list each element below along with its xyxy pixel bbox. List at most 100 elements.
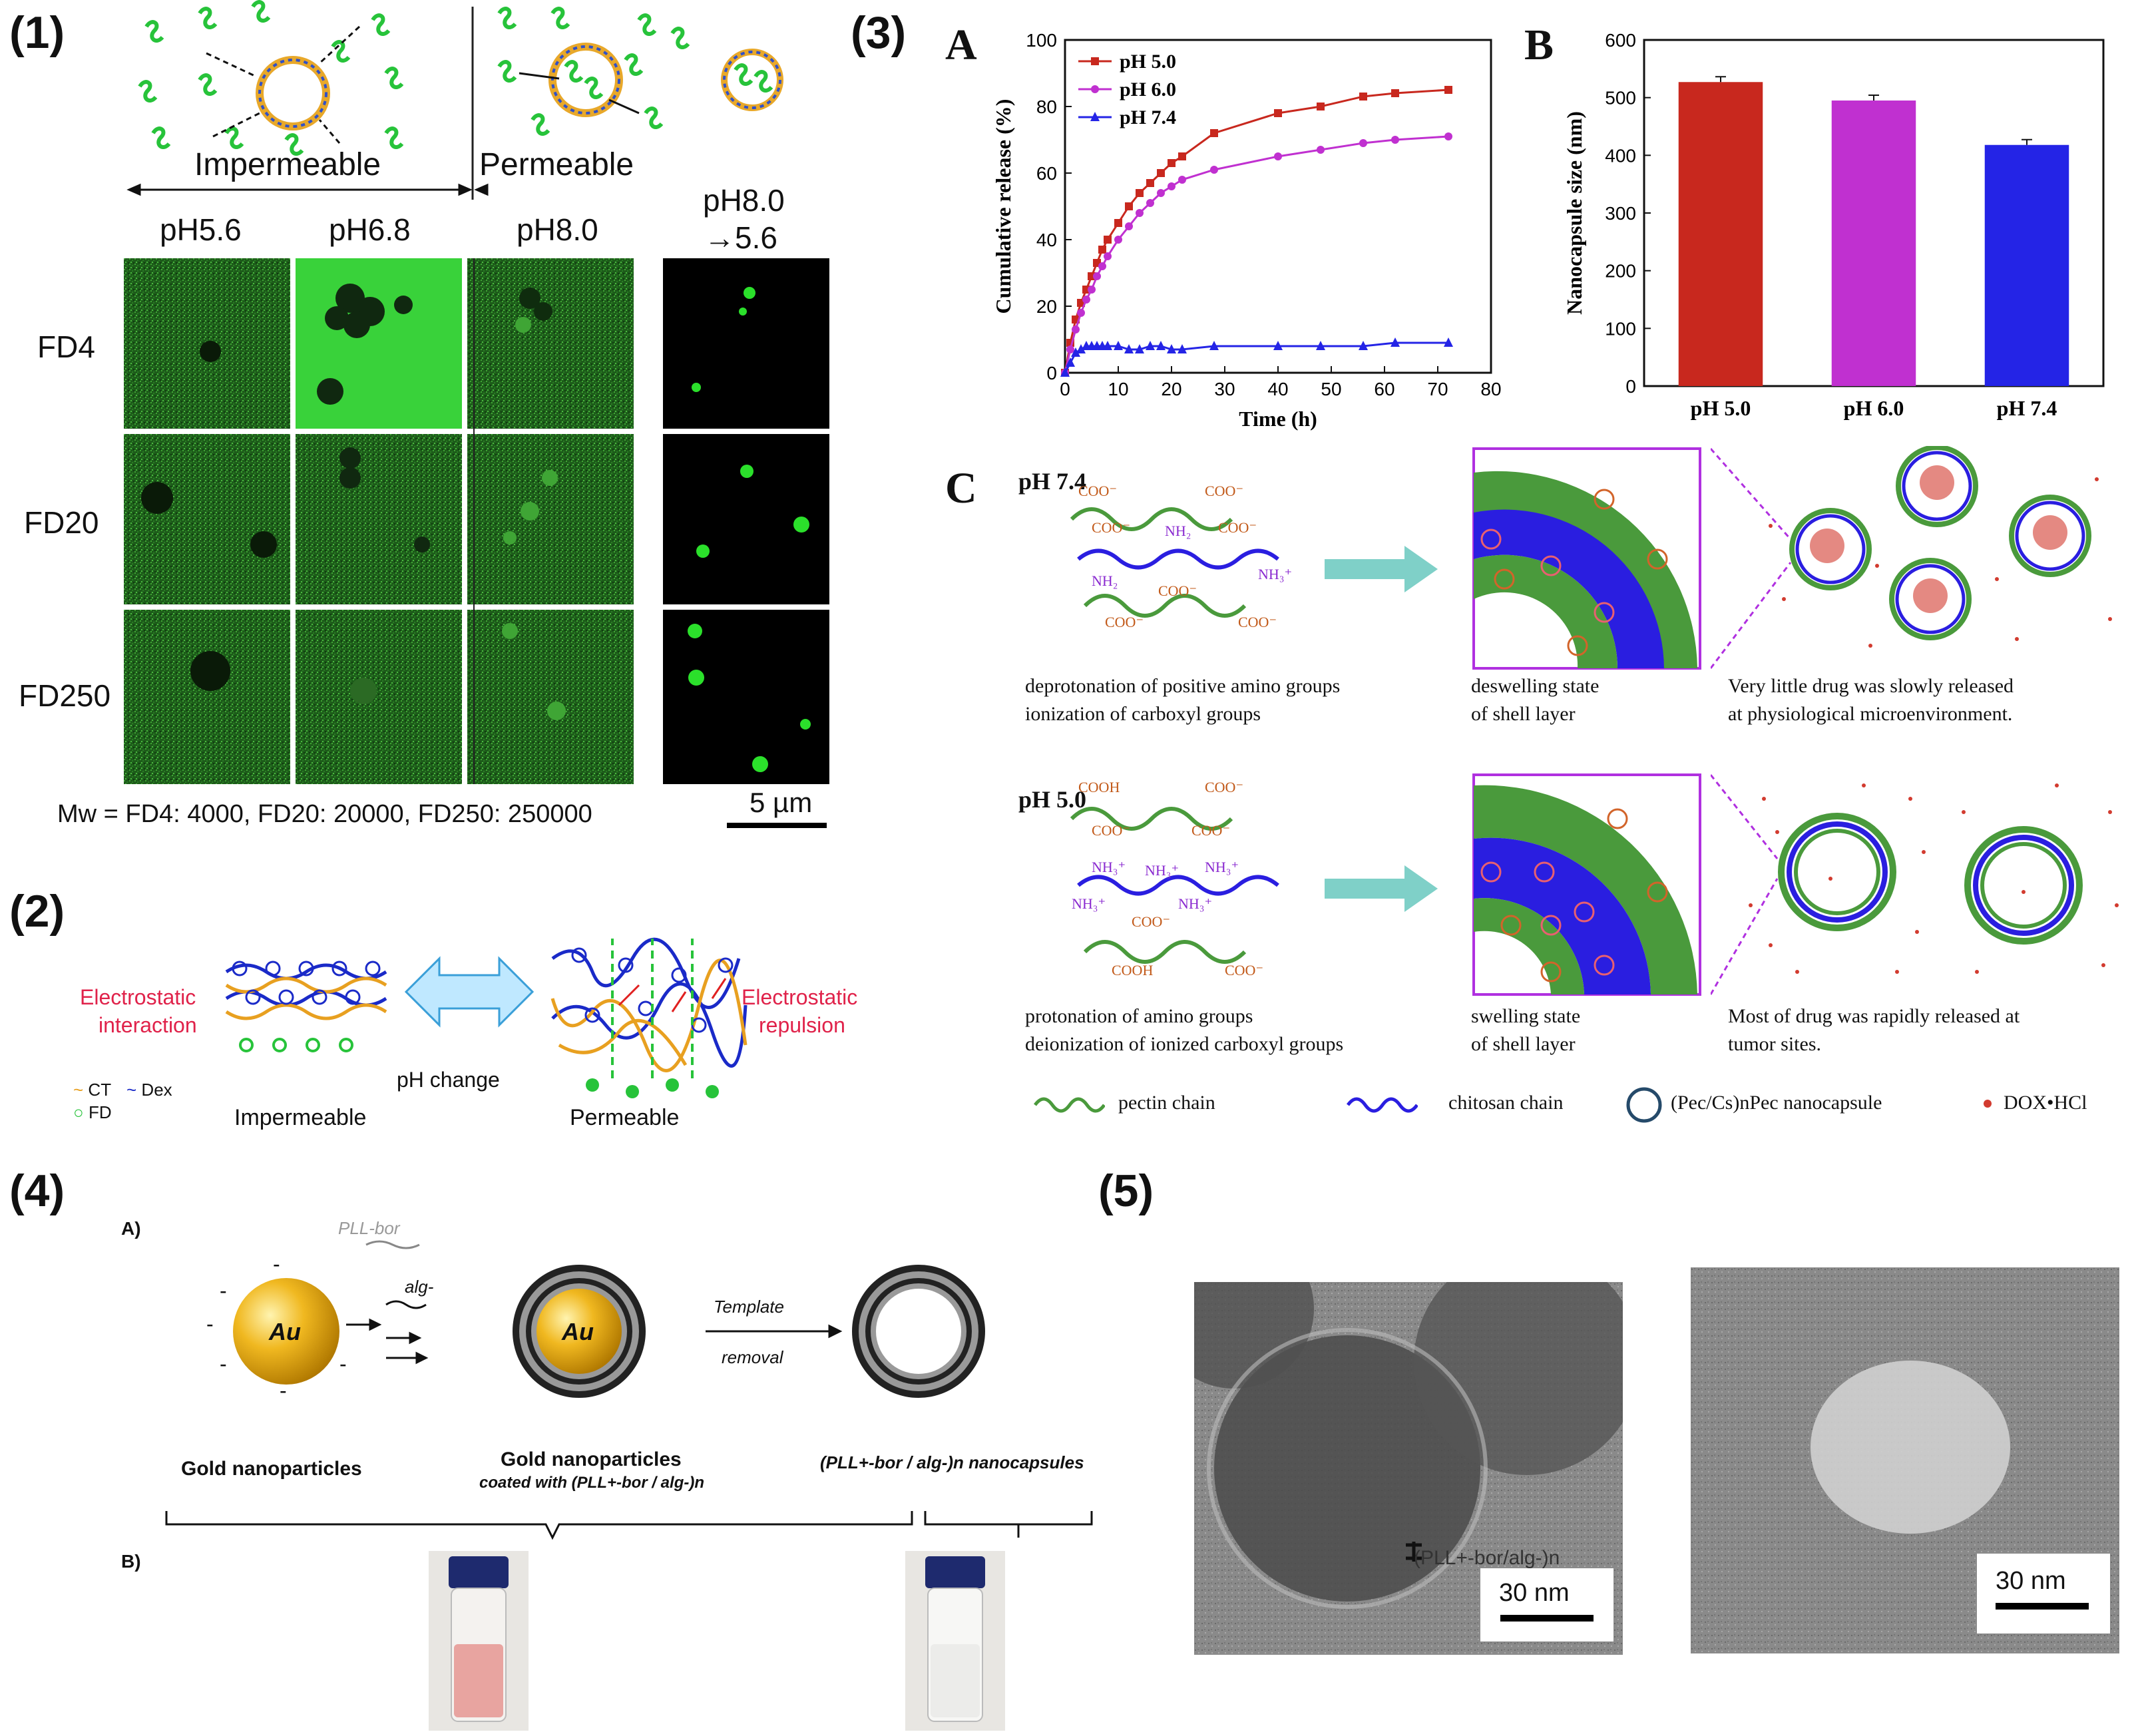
x-tick-label: 40 bbox=[1267, 379, 1288, 399]
data-point bbox=[1273, 341, 1283, 350]
x-tick-label: 0 bbox=[1060, 379, 1070, 399]
data-point bbox=[1316, 341, 1325, 350]
data-point bbox=[1082, 296, 1090, 304]
panel-c-label: C bbox=[945, 464, 977, 513]
data-point bbox=[1124, 344, 1134, 353]
scale-bar-1 bbox=[727, 823, 827, 828]
tem-image-2 bbox=[1691, 1267, 2119, 1653]
c-bot-capsules bbox=[1711, 774, 2119, 995]
coated-np bbox=[513, 1265, 646, 1398]
data-point bbox=[1210, 166, 1218, 174]
panel-1-schematic bbox=[126, 0, 783, 200]
vial-1 bbox=[429, 1551, 529, 1731]
legend-label: pH 7.4 bbox=[1120, 107, 1176, 128]
c-bot-ph: pH 5.0 bbox=[1018, 786, 1087, 813]
legend-capsule-icon bbox=[1626, 1087, 1662, 1123]
nanocapsule bbox=[852, 1265, 985, 1398]
y-tick-label: 200 bbox=[1605, 261, 1636, 282]
y-tick-label: 20 bbox=[1036, 296, 1057, 317]
svg-text:NH₂: NH₂ bbox=[1165, 523, 1191, 539]
c-top-chains: COO⁻ COO⁻ COO⁻ COO⁻ COO⁻ COO⁻ COO⁻ NH₂ NH₂ NH₃… bbox=[1070, 483, 1292, 630]
svg-text:COO⁻: COO⁻ bbox=[1205, 779, 1243, 795]
svg-text:-: - bbox=[206, 1312, 214, 1336]
data-point bbox=[1125, 222, 1133, 230]
electrostatic-repulsion-2: repulsion bbox=[759, 1013, 845, 1037]
data-point bbox=[1104, 252, 1112, 260]
data-point bbox=[1359, 139, 1367, 147]
data-point bbox=[1156, 341, 1166, 350]
row-label-fd20: FD20 bbox=[24, 505, 99, 540]
data-point bbox=[1177, 344, 1187, 353]
legend-drug-dot bbox=[1984, 1100, 1992, 1108]
data-point bbox=[1093, 272, 1101, 280]
svg-text:NH₂: NH₂ bbox=[1092, 572, 1118, 589]
data-point bbox=[1444, 132, 1452, 140]
svg-text:-: - bbox=[280, 1379, 287, 1398]
data-point bbox=[1066, 357, 1075, 367]
data-point bbox=[1317, 146, 1325, 154]
c-top-text1: deprotonation of positive amino groups io… bbox=[1025, 675, 1341, 725]
y-tick-label: 600 bbox=[1605, 30, 1636, 51]
template-label: Template bbox=[714, 1297, 784, 1317]
data-point bbox=[1071, 347, 1080, 357]
x-tick-label: 50 bbox=[1321, 379, 1341, 399]
legend-pectin: pectin chain bbox=[1118, 1092, 1215, 1114]
grid-col-2 bbox=[296, 258, 462, 784]
data-point bbox=[1317, 103, 1325, 110]
svg-text:-: - bbox=[220, 1279, 227, 1303]
svg-text:COO⁻: COO⁻ bbox=[1132, 913, 1170, 930]
scale-bar-label-1: 5 µm bbox=[749, 787, 813, 818]
legend-label: pH 5.0 bbox=[1120, 51, 1176, 73]
x-tick-label: pH 6.0 bbox=[1844, 396, 1904, 420]
p4-arrows bbox=[346, 1318, 429, 1365]
legend-dex: ~ Dex bbox=[126, 1080, 172, 1100]
c-top-text3: Very little drug was slowly released at p… bbox=[1728, 675, 2014, 725]
panel-1-label: (1) bbox=[9, 7, 65, 58]
legend-label: pH 6.0 bbox=[1120, 79, 1176, 101]
release-chart: 0 10 20 30 40 50 60 70 80 0 20 40 60 80 100 Time (h) Cum… bbox=[991, 30, 1502, 431]
data-point bbox=[1146, 199, 1154, 207]
tem-image-1 bbox=[1194, 1282, 1623, 1655]
p4-a-label: A) bbox=[121, 1218, 141, 1239]
data-point bbox=[1146, 341, 1155, 350]
svg-text:COO⁻: COO⁻ bbox=[1078, 483, 1117, 499]
electrostatic-interaction-2: interaction bbox=[99, 1013, 197, 1037]
data-point bbox=[1114, 219, 1122, 227]
legend-pectin-swatch bbox=[1033, 1097, 1105, 1113]
panel-4-label: (4) bbox=[9, 1166, 65, 1216]
data-point bbox=[1157, 189, 1165, 197]
svg-text:NH₃⁺: NH₃⁺ bbox=[1145, 862, 1179, 879]
ph-change-arrow bbox=[404, 956, 534, 1028]
svg-text:NH₃⁺: NH₃⁺ bbox=[1072, 895, 1106, 912]
c-bot-shell bbox=[1472, 773, 1701, 996]
row-label-fd4: FD4 bbox=[37, 329, 95, 364]
ph-5-6: pH5.6 bbox=[160, 212, 242, 247]
data-point bbox=[1114, 341, 1123, 350]
data-point bbox=[1274, 152, 1282, 160]
legend-marker bbox=[1091, 85, 1099, 93]
data-point bbox=[1391, 136, 1399, 144]
c-bot-text2: swelling state of shell layer bbox=[1471, 1005, 1581, 1055]
permeable-label: Permeable bbox=[479, 147, 634, 182]
panel-3-label: (3) bbox=[851, 7, 907, 58]
c-top-capsules bbox=[1711, 446, 2112, 669]
y-tick-label: 400 bbox=[1605, 145, 1636, 166]
data-point bbox=[1157, 169, 1165, 177]
svg-text:COOH: COOH bbox=[1078, 779, 1120, 795]
c-bot-arrow bbox=[1325, 865, 1438, 912]
data-point bbox=[1098, 246, 1106, 254]
scale-bar-label-3: 30 nm bbox=[1996, 1567, 2066, 1595]
bar bbox=[1984, 144, 2069, 386]
svg-text:COO⁻: COO⁻ bbox=[1225, 962, 1263, 978]
c-bot-text3: Most of drug was rapidly released at tumo… bbox=[1728, 1005, 2020, 1055]
small-capsule bbox=[721, 49, 783, 111]
electrostatic-interaction-1: Electrostatic bbox=[80, 985, 196, 1009]
panel-2-label: (2) bbox=[9, 886, 65, 937]
grid-col-4 bbox=[663, 258, 829, 784]
data-point bbox=[1391, 89, 1399, 97]
x-tick-label: pH 5.0 bbox=[1691, 396, 1751, 420]
electrostatic-repulsion-1: Electrostatic bbox=[742, 985, 858, 1009]
svg-text:COO⁻: COO⁻ bbox=[1158, 582, 1197, 599]
svg-text:NH₃⁺: NH₃⁺ bbox=[1178, 895, 1212, 912]
c-bot-text1: protonation of amino groups deionization … bbox=[1025, 1005, 1344, 1055]
